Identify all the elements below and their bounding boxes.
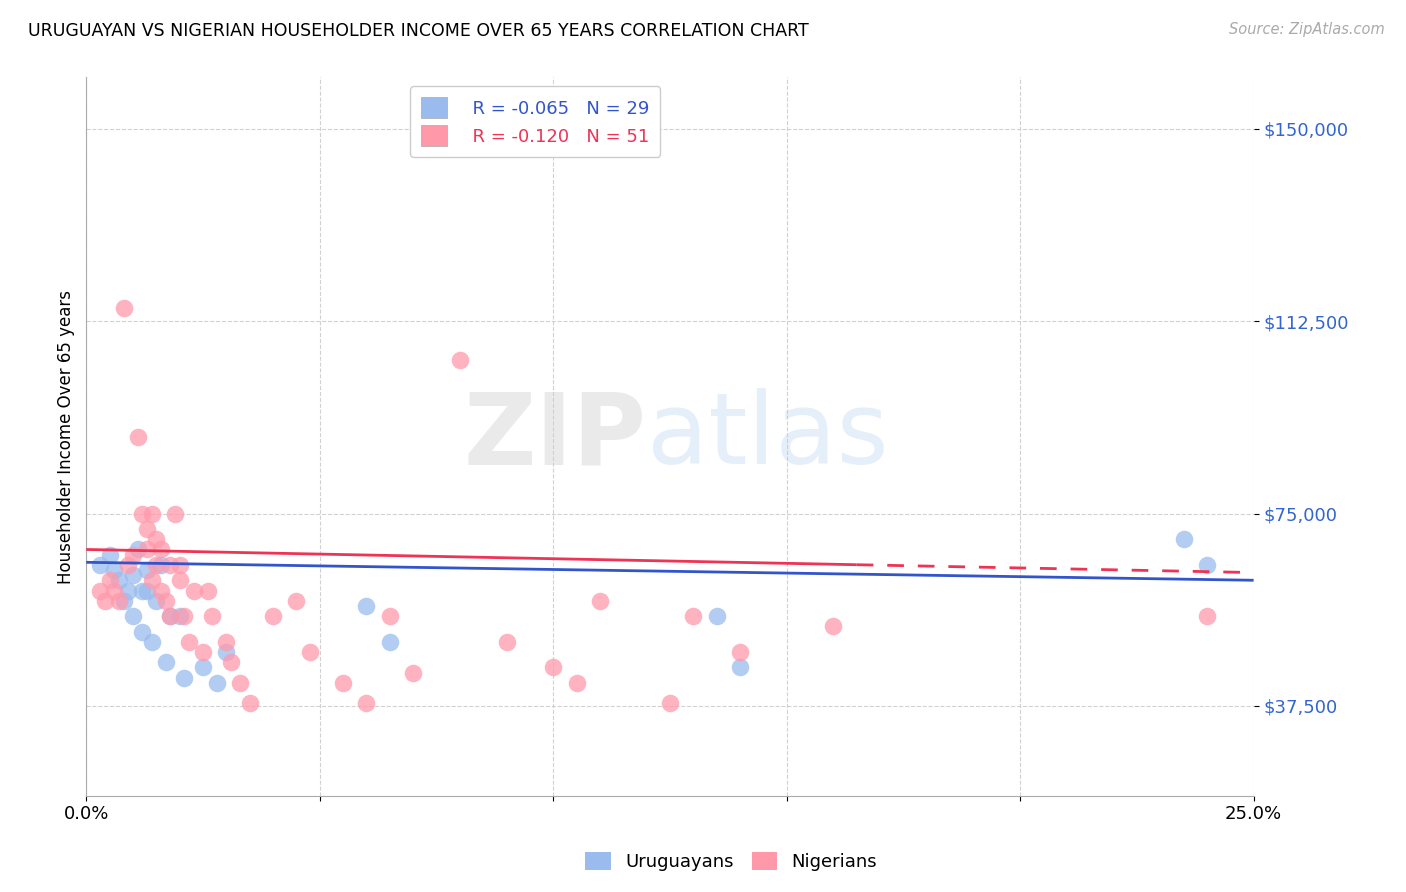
Point [127, 429, 149, 443]
Point [103, 563, 125, 577]
Point [136, 542, 159, 557]
Point [155, 656, 177, 670]
Point [155, 594, 177, 608]
Point [108, 574, 131, 588]
Point [117, 583, 139, 598]
Point [141, 574, 163, 588]
Point [141, 507, 163, 521]
Point [173, 671, 195, 685]
Point [122, 548, 145, 562]
Point [136, 583, 159, 598]
Legend: Uruguayans, Nigerians: Uruguayans, Nigerians [578, 845, 884, 879]
Point [122, 609, 145, 624]
Point [103, 583, 125, 598]
Point [122, 568, 145, 582]
Point [191, 645, 214, 659]
Point [239, 697, 262, 711]
Point [1195, 609, 1218, 624]
Point [541, 660, 564, 674]
Point [299, 645, 322, 659]
Point [1195, 558, 1218, 572]
Point [127, 542, 149, 557]
Text: ZIP: ZIP [464, 388, 647, 485]
Point [332, 676, 354, 690]
Point [262, 609, 284, 624]
Point [159, 609, 181, 624]
Point [728, 645, 751, 659]
Point [131, 624, 153, 639]
Point [728, 660, 751, 674]
Text: atlas: atlas [647, 388, 889, 485]
Point [285, 594, 308, 608]
Point [201, 609, 224, 624]
Point [449, 352, 471, 367]
Point [98, 574, 121, 588]
Text: URUGUAYAN VS NIGERIAN HOUSEHOLDER INCOME OVER 65 YEARS CORRELATION CHART: URUGUAYAN VS NIGERIAN HOUSEHOLDER INCOME… [28, 22, 808, 40]
Point [589, 594, 612, 608]
Point [145, 533, 167, 547]
Point [131, 583, 153, 598]
Point [215, 645, 238, 659]
Point [136, 563, 159, 577]
Point [205, 676, 228, 690]
Point [229, 676, 252, 690]
Point [112, 594, 135, 608]
Point [163, 507, 186, 521]
Point [131, 507, 153, 521]
Point [150, 583, 173, 598]
Point [183, 583, 205, 598]
Point [169, 574, 191, 588]
Point [173, 609, 195, 624]
Point [159, 609, 181, 624]
Point [108, 594, 131, 608]
Point [141, 635, 163, 649]
Point [94, 594, 117, 608]
Point [565, 676, 588, 690]
Point [823, 619, 845, 633]
Point [150, 542, 173, 557]
Legend:   R = -0.065   N = 29,   R = -0.120   N = 51: R = -0.065 N = 29, R = -0.120 N = 51 [411, 87, 661, 157]
Point [219, 656, 242, 670]
Point [356, 697, 378, 711]
Point [402, 665, 425, 680]
Point [89, 583, 111, 598]
Y-axis label: Householder Income Over 65 years: Householder Income Over 65 years [58, 290, 75, 583]
Point [89, 558, 111, 572]
Text: Source: ZipAtlas.com: Source: ZipAtlas.com [1229, 22, 1385, 37]
Point [159, 558, 181, 572]
Point [98, 548, 121, 562]
Point [378, 609, 401, 624]
Point [191, 660, 214, 674]
Point [197, 583, 219, 598]
Point [495, 635, 517, 649]
Point [1173, 533, 1195, 547]
Point [145, 558, 167, 572]
Point [145, 594, 167, 608]
Point [169, 609, 191, 624]
Point [136, 522, 159, 536]
Point [117, 558, 139, 572]
Point [169, 558, 191, 572]
Point [682, 609, 704, 624]
Point [177, 635, 200, 649]
Point [706, 609, 728, 624]
Point [150, 558, 173, 572]
Point [356, 599, 378, 613]
Point [112, 301, 135, 316]
Point [215, 635, 238, 649]
Point [378, 635, 401, 649]
Point [658, 697, 681, 711]
